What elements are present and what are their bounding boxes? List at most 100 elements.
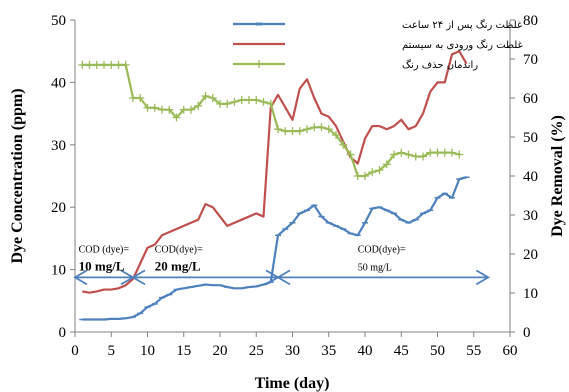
green-point	[172, 113, 181, 122]
cod-label-line2: 20 mg/L	[155, 258, 201, 273]
arrow-left-head	[276, 269, 291, 286]
x-tick-label: 5	[108, 343, 116, 359]
green-point	[390, 150, 398, 159]
green-point	[361, 172, 369, 180]
arrow-right-head	[475, 269, 491, 286]
x-tick-label: 0	[71, 343, 79, 359]
cod-label-line1: COD(dye)=	[155, 244, 203, 255]
green-point	[230, 97, 239, 106]
green-point	[85, 60, 94, 69]
y-left-tick-label: 50	[51, 13, 66, 29]
green-point	[114, 60, 123, 69]
green-point	[368, 168, 377, 177]
x-tick-label: 45	[394, 343, 409, 359]
x-tick-label: 35	[321, 343, 336, 359]
green-point	[237, 95, 246, 104]
green-point	[426, 148, 435, 157]
y-right-tick-label: 20	[523, 247, 538, 263]
green-point	[448, 148, 456, 157]
cod-label-line1: COD (dye)=	[79, 244, 130, 255]
green-point	[455, 150, 464, 159]
y-left-tick-label: 30	[51, 138, 66, 154]
green-point	[266, 99, 275, 108]
y-right-tick-label: 10	[523, 286, 538, 302]
x-tick-label: 25	[249, 343, 264, 359]
green-point	[440, 148, 449, 157]
green-point	[274, 125, 282, 134]
green-point	[129, 94, 137, 102]
green-point	[216, 99, 224, 108]
green-point	[179, 105, 188, 114]
green-point	[107, 60, 116, 69]
green-point	[375, 166, 384, 175]
y-right-tick-label: 60	[523, 91, 538, 107]
green-point	[187, 105, 195, 114]
x-tick-label: 10	[140, 343, 155, 359]
x-tick-label: 40	[358, 343, 373, 359]
series-layer	[78, 50, 470, 321]
green-point	[397, 148, 406, 157]
green-point	[324, 125, 333, 134]
green-point	[295, 127, 304, 136]
green-point	[252, 95, 261, 104]
green-point	[143, 103, 152, 112]
green-point	[223, 99, 232, 108]
legend: غلظت رنگ پس از ۲۴ ساعت غلظت رنگ ورودی به …	[233, 19, 523, 71]
green-point	[208, 94, 217, 102]
x-tick-label: 15	[176, 343, 191, 359]
annotation-layer: COD (dye)= 10 mg/L COD(dye)= 20 mg/L COD(dye…	[73, 244, 491, 286]
y-right-tick-label: 50	[523, 130, 538, 146]
right-axis-title: Dye Removal (%)	[549, 115, 566, 237]
green-point	[404, 150, 413, 159]
x-tick-label: 20	[213, 343, 228, 359]
y-left-tick-label: 20	[51, 200, 66, 216]
y-left-tick-label: 40	[51, 75, 66, 91]
green-point	[150, 103, 159, 112]
green-point	[281, 127, 290, 136]
legend-marker-green	[255, 60, 263, 68]
green-point	[194, 101, 203, 110]
green-point	[339, 140, 348, 149]
cod-label-line2: 10 mg/L	[79, 258, 125, 273]
y-left-tick-label: 0	[59, 325, 67, 341]
x-tick-label: 30	[285, 343, 300, 359]
green-point	[353, 172, 362, 180]
y-right-tick-label: 30	[523, 208, 538, 224]
y-right-tick-label: 80	[523, 13, 538, 29]
series-line-blue	[82, 176, 467, 321]
green-point	[78, 60, 87, 69]
green-point	[259, 97, 268, 106]
green-point	[310, 123, 319, 132]
green-point	[165, 105, 174, 114]
arrow-left-head	[73, 269, 88, 286]
green-point	[382, 160, 391, 169]
green-point	[346, 150, 355, 159]
green-point	[245, 95, 253, 104]
green-point	[433, 148, 442, 157]
green-point	[158, 105, 166, 114]
green-point	[121, 60, 130, 69]
x-tick-label: 50	[430, 343, 445, 359]
series-line-red	[82, 50, 468, 294]
x-tick-label: 55	[466, 343, 481, 359]
green-point	[419, 152, 427, 161]
green-point	[317, 123, 326, 132]
arrow-left-head	[131, 269, 146, 286]
y-right-tick-label: 0	[523, 325, 531, 341]
cod-label-line1: COD(dye)=	[358, 244, 406, 255]
green-point	[288, 127, 297, 136]
green-point	[411, 152, 420, 161]
green-point	[100, 60, 108, 69]
y-left-tick-label: 10	[51, 263, 66, 279]
green-point	[92, 60, 101, 69]
axis-ticks: 0 5 10 15 20 25 30 35 40 45 50 55 60 0 10 20 30 40 50 0 10 20…	[51, 13, 538, 359]
y-right-tick-label: 70	[523, 52, 538, 68]
legend-label-green: راندمان حذف رنگ	[402, 59, 478, 71]
cod-label-line2: 50 mg/L	[358, 262, 392, 273]
legend-label-red: غلظت رنگ ورودی به سیستم	[402, 39, 523, 51]
green-point	[332, 131, 340, 140]
left-axis-title: Dye Concentration (ppm)	[9, 88, 26, 263]
x-tick-label: 60	[503, 343, 518, 359]
x-axis-title: Time (day)	[255, 375, 330, 392]
